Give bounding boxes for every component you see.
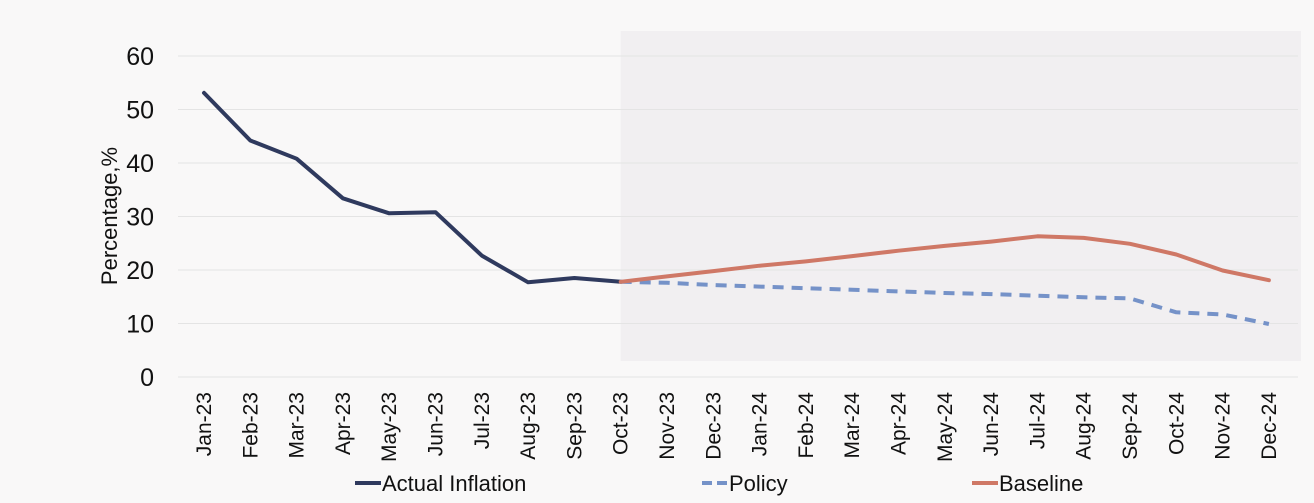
x-tick-label: Sep-23: [563, 392, 586, 460]
x-tick-label: Nov-24: [1212, 392, 1235, 460]
x-tick-label: Jan-24: [749, 392, 772, 457]
x-tick-label: Oct-24: [1165, 392, 1188, 455]
y-tick-label: 0: [140, 364, 154, 392]
x-tick-label: Jan-23: [193, 392, 216, 456]
x-tick-label: Jul-24: [1026, 392, 1049, 450]
y-tick-label: 50: [126, 97, 154, 125]
x-tick-label: Nov-23: [656, 392, 679, 460]
legend-item: Policy: [702, 471, 788, 496]
x-tick-label: Mar-23: [286, 392, 309, 459]
x-tick-label: Apr-24: [888, 392, 911, 455]
x-tick-label: May-23: [378, 392, 401, 462]
legend-item: Baseline: [972, 471, 1083, 496]
x-tick-label: Sep-24: [1119, 392, 1142, 460]
x-axis-ticks: Jan-23 Feb-23 Mar-23 Apr-23 May-23 Jun-23 Jul-…: [193, 392, 1281, 462]
x-tick-label: Feb-23: [239, 392, 262, 459]
x-tick-label: Jun-23: [425, 392, 448, 456]
x-tick-label: May-24: [934, 392, 957, 462]
x-tick-label: Feb-24: [795, 392, 818, 459]
legend-item: Actual Inflation: [355, 471, 526, 496]
x-tick-label: Aug-24: [1073, 392, 1096, 460]
series-line-actual-inflation: [202, 90, 623, 285]
forecast-shaded-region: [620, 31, 1301, 361]
x-tick-label: Aug-23: [517, 392, 540, 460]
legend-label: Baseline: [999, 471, 1083, 496]
legend-label: Actual Inflation: [382, 471, 526, 496]
x-tick-label: Dec-23: [702, 392, 725, 460]
x-tick-label: Oct-23: [610, 392, 633, 455]
x-tick-label: Jun-24: [980, 392, 1003, 457]
y-tick-label: 40: [126, 150, 154, 178]
x-tick-label: Mar-24: [841, 392, 864, 459]
x-tick-label: Dec-24: [1258, 392, 1281, 460]
y-axis-label: Percentage,%: [97, 147, 122, 285]
y-tick-label: 10: [126, 311, 154, 339]
x-tick-label: Jul-23: [471, 392, 494, 449]
legend: Actual Inflation Policy Baseline: [355, 471, 1083, 496]
y-tick-label: 20: [126, 257, 154, 285]
y-axis-ticks: 0 10 20 30 40 50 60: [126, 43, 154, 392]
legend-label: Policy: [729, 471, 788, 496]
y-tick-label: 60: [126, 43, 154, 71]
x-tick-label: Apr-23: [332, 392, 355, 455]
y-tick-label: 30: [126, 204, 154, 232]
series-lines: [202, 90, 1271, 326]
